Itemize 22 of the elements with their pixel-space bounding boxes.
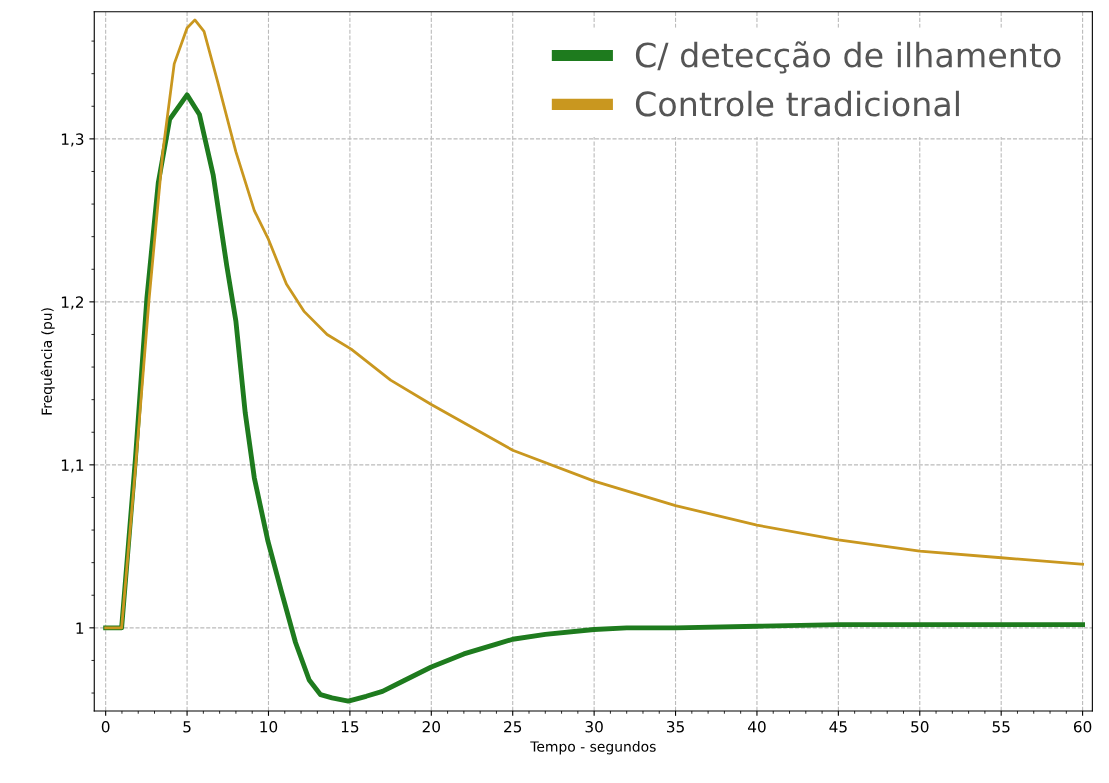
x-tick-label: 60 — [1073, 720, 1092, 733]
x-tick-label: 50 — [911, 720, 929, 733]
x-tick-label: 0 — [101, 720, 110, 733]
x-tick-label: 5 — [183, 721, 191, 733]
y-tick-label: 1,3 — [61, 133, 84, 147]
y-tick-label: 1 — [76, 622, 84, 634]
x-tick-label: 35 — [666, 720, 684, 733]
x-axis-title: Tempo - segundos — [530, 741, 656, 755]
y-axis-title: Frequência (pu) — [40, 308, 55, 415]
x-tick-label: 45 — [829, 721, 847, 733]
legend-label: C/ detecção de ilhamento — [635, 41, 1061, 74]
x-tick-label: 30 — [585, 720, 603, 733]
x-tick-label: 15 — [341, 721, 359, 733]
x-tick-label: 25 — [504, 720, 522, 733]
legend-label: Controle tradicional — [635, 90, 959, 117]
line-series — [104, 18, 1084, 630]
y-tick-label: 1,1 — [61, 459, 84, 473]
x-tick-label: 55 — [992, 721, 1010, 733]
x-tick-label: 10 — [260, 720, 278, 733]
y-tick-label: 1,2 — [61, 296, 84, 310]
x-tick-label: 40 — [747, 720, 766, 733]
x-tick-label: 20 — [422, 720, 441, 733]
